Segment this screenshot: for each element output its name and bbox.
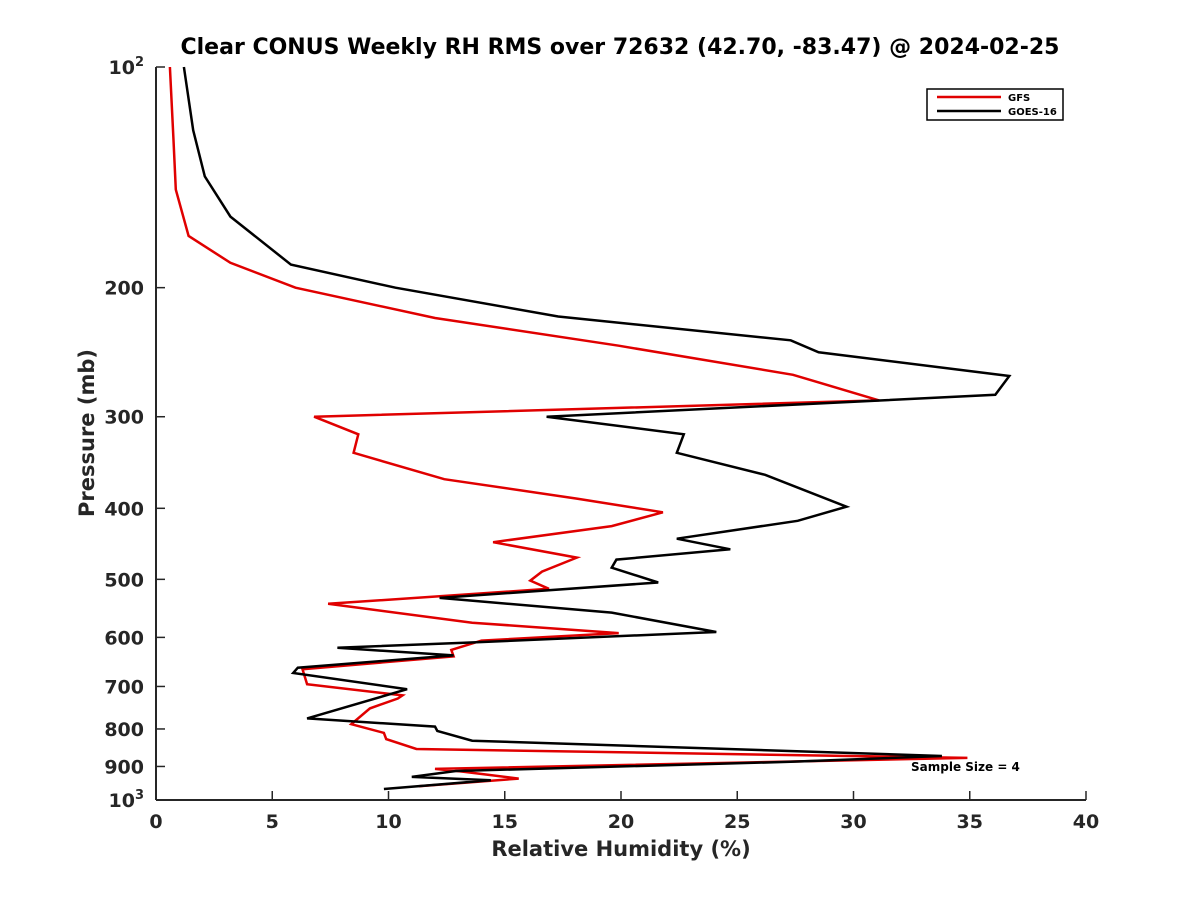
y-tick-label: 103	[109, 788, 145, 812]
x-tick-label: 40	[1073, 811, 1099, 833]
y-tick-base: 200	[104, 278, 144, 300]
y-tick-base: 400	[104, 498, 144, 520]
legend-label-gfs: GFS	[1008, 93, 1030, 104]
y-tick-base: 900	[104, 756, 144, 778]
y-tick-base: 10	[109, 57, 135, 79]
y-tick-label: 700	[104, 676, 144, 698]
legend-box	[926, 88, 1064, 121]
y-tick-label: 800	[104, 719, 144, 741]
y-tick-base: 600	[104, 627, 144, 649]
chart-title: Clear CONUS Weekly RH RMS over 72632 (42…	[181, 35, 1060, 60]
x-axis-ticks: 0 5 10 15 20 25 30 35 40	[149, 791, 1099, 833]
y-tick-base: 300	[104, 407, 144, 429]
series-line-gfs	[168, 66, 968, 788]
y-axis-label: Pressure (mb)	[75, 349, 99, 517]
x-tick-label: 0	[149, 811, 162, 833]
x-tick-label: 15	[492, 811, 518, 833]
x-axis-label: Relative Humidity (%)	[491, 837, 750, 861]
x-tick-label: 5	[266, 811, 279, 833]
y-tick-base: 800	[104, 719, 144, 741]
x-tick-label: 10	[375, 811, 401, 833]
y-tick-base: 700	[104, 676, 144, 698]
x-tick-label: 25	[724, 811, 750, 833]
y-tick-label: 900	[104, 756, 144, 778]
plot-area	[156, 67, 1086, 800]
series-line-goes-16	[182, 66, 1012, 791]
y-tick-base: 500	[104, 569, 144, 591]
y-tick-label: 102	[109, 55, 145, 79]
legend: GFS GOES-16	[926, 88, 1064, 121]
y-tick-label: 300	[104, 407, 144, 429]
x-tick-label: 35	[957, 811, 983, 833]
y-tick-label: 400	[104, 498, 144, 520]
y-tick-label: 200	[104, 278, 144, 300]
x-tick-label: 20	[608, 811, 634, 833]
legend-label-goes16: GOES-16	[1008, 107, 1057, 118]
y-tick-exponent: 3	[135, 788, 144, 803]
y-tick-base: 10	[109, 790, 135, 812]
y-tick-label: 600	[104, 627, 144, 649]
series-lines	[168, 66, 1012, 791]
sample-size-annotation: Sample Size = 4	[911, 760, 1020, 774]
y-tick-label: 500	[104, 569, 144, 591]
y-tick-exponent: 2	[135, 55, 144, 70]
x-tick-label: 30	[840, 811, 866, 833]
